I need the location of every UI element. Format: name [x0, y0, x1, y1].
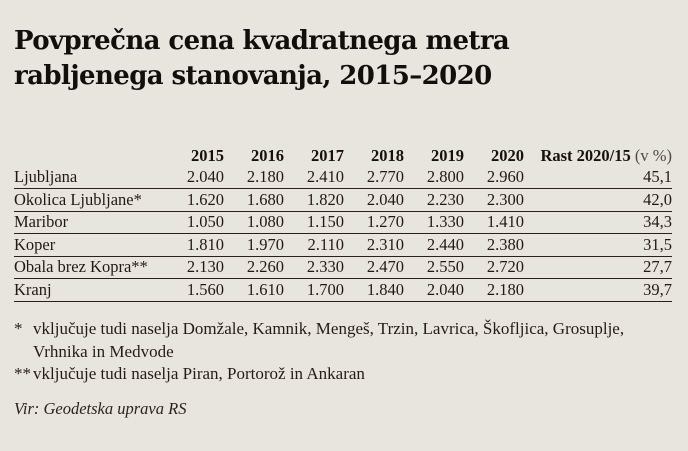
growth-cell: 42,0	[643, 189, 672, 209]
year-header: 2020	[491, 145, 524, 165]
price-cell: 1.620	[186, 189, 224, 209]
table-row: Obala brez Kopra** 2.130 2.260 2.330 2.470 2.…	[14, 256, 672, 279]
region-label: Okolica Ljubljane*	[14, 189, 142, 209]
price-cell: 2.180	[486, 279, 524, 299]
footnotes: * vključuje tudi naselja Domžale, Kamnik…	[14, 318, 674, 386]
price-cell: 2.180	[246, 167, 284, 187]
price-cell: 1.820	[306, 189, 344, 209]
price-cell: 2.380	[486, 234, 524, 254]
region-label: Kranj	[14, 279, 52, 299]
footnote-2: ** vključuje tudi naselja Piran, Portoro…	[14, 363, 674, 386]
page-title-line2: rabljenega stanovanja, 2015–2020	[14, 61, 492, 91]
price-cell: 2.300	[486, 189, 524, 209]
price-cell: 2.130	[186, 257, 224, 277]
footnote-1-text: vključuje tudi naselja Domžale, Kamnik, …	[33, 319, 625, 361]
table-header-row: 2015 2016 2017 2018 2019 2020 Rast 2020/15 (v …	[14, 145, 672, 167]
year-header: 2017	[311, 145, 344, 165]
table-row: Okolica Ljubljane* 1.620 1.680 1.820 2.040 2.…	[14, 189, 672, 211]
year-header: 2015	[191, 145, 224, 165]
price-cell: 2.040	[426, 279, 464, 299]
growth-header: Rast 2020/15 (v %)	[524, 145, 672, 167]
table-body: Ljubljana 2.040 2.180 2.410 2.770 2.800 2.960 4…	[14, 167, 672, 301]
source-credit: Vir: Geodetska uprava RS	[14, 399, 187, 418]
growth-cell: 45,1	[643, 167, 672, 187]
growth-cell: 27,7	[643, 257, 672, 277]
price-cell: 2.770	[366, 167, 404, 187]
footnote-1: * vključuje tudi naselja Domžale, Kamnik…	[14, 318, 674, 363]
price-cell: 1.810	[186, 234, 224, 254]
price-cell: 1.840	[366, 279, 404, 299]
label-header-spacer	[14, 145, 164, 167]
price-cell: 1.560	[186, 279, 224, 299]
price-cell: 2.310	[366, 234, 404, 254]
price-cell: 2.550	[426, 257, 464, 277]
page-title-line1: Povprečna cena kvadratnega metra	[14, 26, 510, 56]
price-cell: 2.440	[426, 234, 464, 254]
price-cell: 2.110	[307, 234, 344, 254]
footnote-2-text: vključuje tudi naselja Piran, Portorož i…	[33, 364, 365, 383]
price-cell: 1.270	[366, 212, 404, 232]
year-header: 2019	[431, 145, 464, 165]
table-row: Ljubljana 2.040 2.180 2.410 2.770 2.800 2.960 4…	[14, 167, 672, 189]
price-table: 2015 2016 2017 2018 2019 2020 Rast 2020/15 (v …	[14, 145, 672, 302]
price-table-head: 2015 2016 2017 2018 2019 2020 Rast 2020/15 (v …	[14, 145, 672, 167]
region-label: Maribor	[14, 212, 69, 232]
growth-header-bold: Rast 2020/15	[540, 145, 631, 165]
growth-cell: 31,5	[643, 234, 672, 254]
price-cell: 1.080	[246, 212, 284, 232]
price-cell: 2.410	[306, 167, 344, 187]
price-cell: 1.970	[246, 234, 284, 254]
table-row: Kranj 1.560 1.610 1.700 1.840 2.040 2.180 39,7	[14, 279, 672, 301]
price-cell: 1.050	[186, 212, 224, 232]
table-row: Maribor 1.050 1.080 1.150 1.270 1.330 1.410 34,…	[14, 211, 672, 234]
region-label: Obala brez Kopra**	[14, 257, 148, 277]
price-cell: 2.960	[486, 167, 524, 187]
price-cell: 2.040	[366, 189, 404, 209]
footnote-2-marker: **	[14, 364, 31, 383]
price-cell: 2.040	[186, 167, 224, 187]
price-cell: 2.720	[486, 257, 524, 277]
growth-cell: 34,3	[643, 212, 672, 232]
region-label: Ljubljana	[14, 167, 78, 187]
footnote-1-marker: *	[14, 319, 23, 338]
year-header: 2018	[371, 145, 404, 165]
growth-header-unit: (v %)	[630, 145, 672, 165]
page-title: Povprečna cena kvadratnega metra rabljene…	[14, 24, 654, 94]
price-cell: 2.800	[426, 167, 464, 187]
growth-cell: 39,7	[643, 279, 672, 299]
price-cell: 1.680	[246, 189, 284, 209]
price-cell: 2.230	[426, 189, 464, 209]
price-cell: 1.700	[306, 279, 344, 299]
region-label: Koper	[14, 234, 56, 254]
year-header: 2016	[251, 145, 284, 165]
price-cell: 1.610	[246, 279, 284, 299]
price-cell: 2.330	[306, 257, 344, 277]
price-cell: 1.330	[426, 212, 464, 232]
price-cell: 1.150	[306, 212, 344, 232]
table-row: Koper 1.810 1.970 2.110 2.310 2.440 2.380 31,5	[14, 234, 672, 256]
price-cell: 2.470	[366, 257, 404, 277]
price-cell: 2.260	[246, 257, 284, 277]
price-cell: 1.410	[486, 212, 524, 232]
